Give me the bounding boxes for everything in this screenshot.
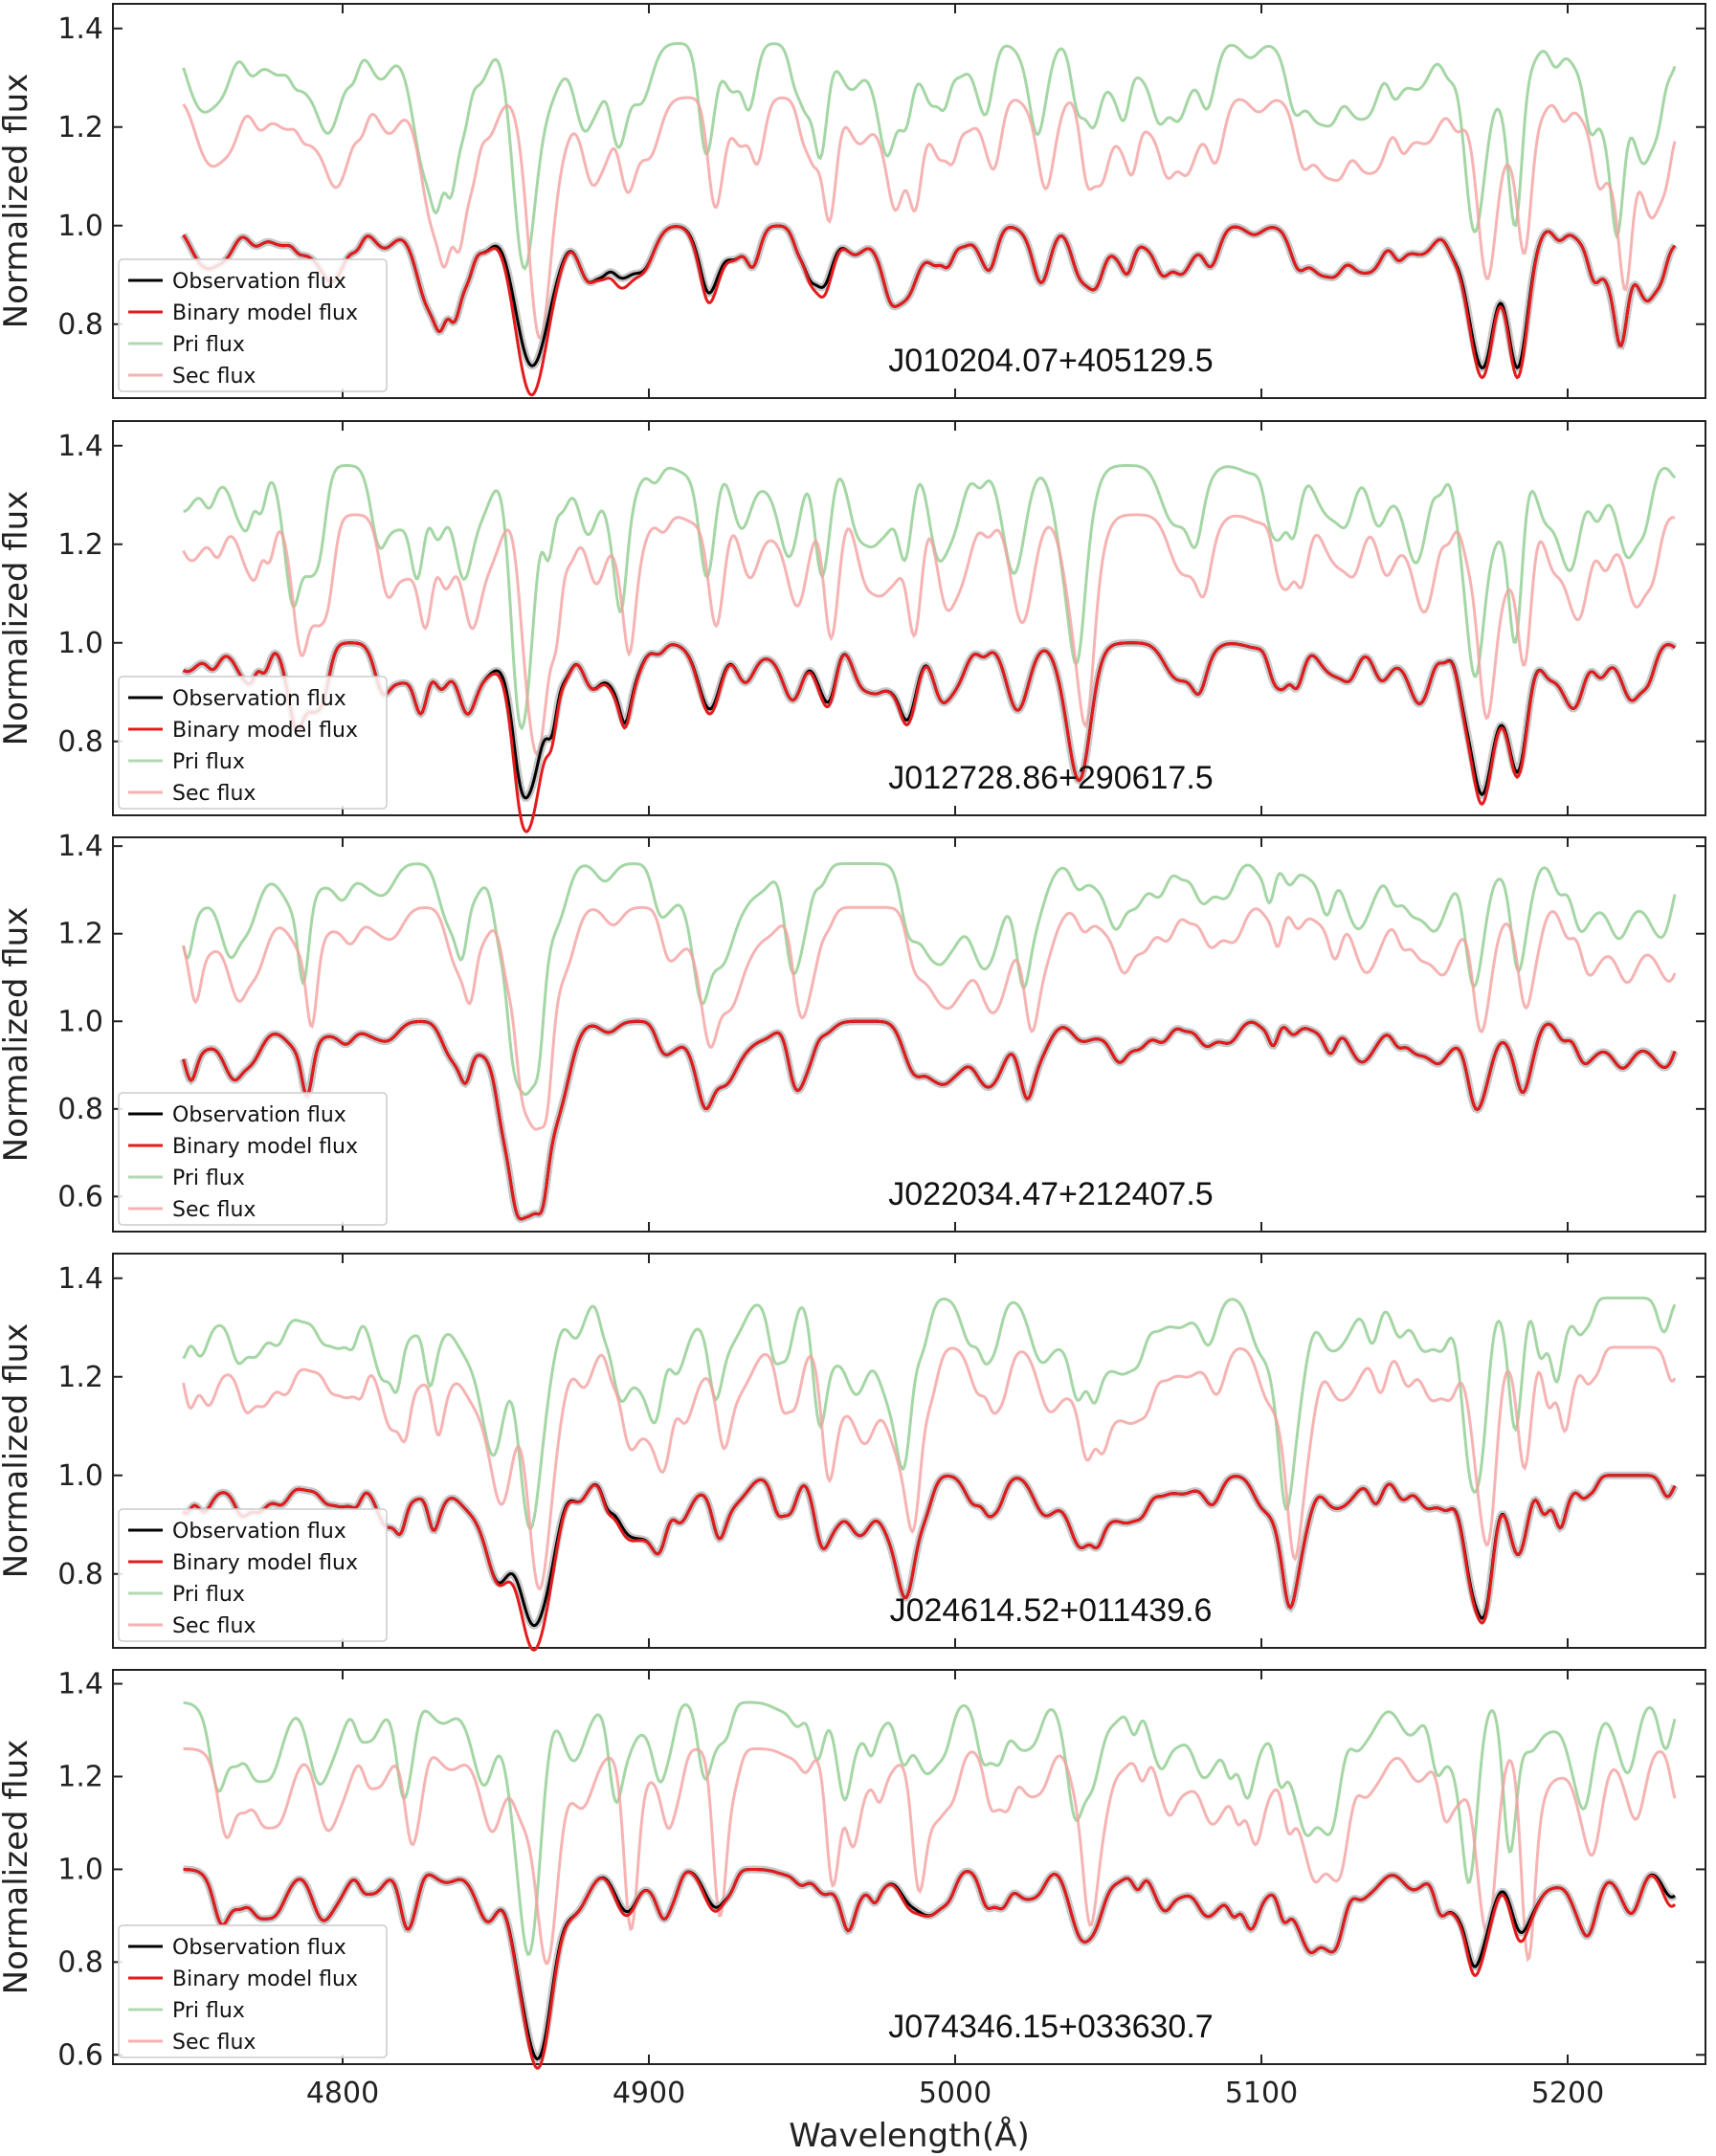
legend-label: Sec flux (172, 365, 256, 389)
plot-frame (112, 1253, 1706, 1649)
legend-label: Observation flux (172, 1936, 346, 1960)
legend: Observation flux Binary model flux Pri flu… (118, 676, 388, 810)
y-tick-label: 1.2 (57, 111, 103, 144)
series-pri-flux (182, 41, 1677, 271)
legend-label: Pri flux (172, 1583, 245, 1607)
y-tick-label: 1.4 (57, 12, 103, 46)
legend-label: Sec flux (172, 782, 256, 806)
series-sec-flux (183, 1746, 1677, 1966)
series-pri-flux (183, 1700, 1677, 1956)
panel-1: 0.8 1.0 1.2 1.4 Normalized flux Observation f… (0, 3, 1706, 399)
legend-box (118, 1092, 388, 1226)
star-designation: J024614.52+011439.6 (890, 1592, 1213, 1629)
panel-3: 0.6 0.8 1.0 1.2 1.4 Normalized flux Observatio… (0, 830, 1706, 1233)
y-axis-title: Normalized flux (0, 74, 35, 329)
legend-label: Observation flux (172, 687, 346, 711)
y-tick-label: 1.2 (57, 528, 103, 562)
plot-frame (112, 3, 1706, 399)
y-tick-label: 1.0 (57, 1459, 103, 1493)
legend-label: Observation flux (172, 1103, 346, 1127)
y-tick-label: 1.2 (57, 1760, 103, 1793)
legend-label: Sec flux (172, 1198, 256, 1222)
legend-label: Observation flux (172, 270, 346, 294)
legend: Observation flux Binary model flux Pri flu… (118, 258, 388, 392)
legend-box (118, 258, 388, 392)
y-axis-title: Normalized flux (0, 491, 35, 746)
y-tick-label: 1.0 (57, 1005, 103, 1038)
series-sec-flux (182, 96, 1677, 341)
y-tick-label: 1.4 (57, 1668, 103, 1701)
legend-label: Binary model flux (172, 1551, 358, 1575)
star-designation: J012728.86+290617.5 (888, 760, 1213, 796)
series-binary-model-flux (182, 224, 1677, 397)
series-sec-flux (182, 1345, 1677, 1590)
x-tick-label: 5200 (1531, 2077, 1604, 2110)
legend-label: Observation flux (172, 1520, 346, 1544)
y-tick-label: 1.0 (57, 1853, 103, 1886)
y-tick-label: 1.2 (57, 918, 103, 951)
panels-group: 0.8 1.0 1.2 1.4 Normalized flux Observation f… (0, 3, 1706, 2110)
legend-label: Pri flux (172, 1999, 245, 2023)
series-binary-model-flux (182, 641, 1676, 834)
y-tick-label: 1.2 (57, 1361, 103, 1394)
y-tick-label: 0.8 (57, 725, 103, 759)
series-pri-flux (182, 1296, 1677, 1530)
legend-label: Pri flux (172, 1167, 245, 1190)
legend: Observation flux Binary model flux Pri flu… (118, 1508, 388, 1642)
series-sec-flux (182, 905, 1677, 1131)
legend-box (118, 1924, 388, 2058)
y-tick-label: 0.8 (57, 1558, 103, 1591)
y-tick-label: 0.6 (57, 2038, 103, 2072)
y-tick-label: 1.4 (57, 830, 103, 863)
legend-box (118, 676, 388, 810)
legend-label: Binary model flux (172, 719, 358, 743)
series-sec-flux (182, 513, 1676, 757)
x-tick-label: 5000 (919, 2077, 992, 2110)
panel-2: 0.8 1.0 1.2 1.4 Normalized flux Observation f… (0, 420, 1706, 834)
y-axis-title: Normalized flux (0, 1740, 35, 1995)
x-tick-label: 4800 (306, 2077, 379, 2110)
y-tick-label: 1.0 (57, 627, 103, 660)
plot-frame (112, 836, 1706, 1233)
star-designation: J074346.15+033630.7 (888, 2009, 1213, 2045)
legend-label: Binary model flux (172, 1135, 358, 1159)
x-tick-label: 5100 (1225, 2077, 1298, 2110)
legend-label: Pri flux (172, 333, 245, 357)
y-tick-label: 0.8 (57, 1093, 103, 1126)
y-axis-title: Normalized flux (0, 1323, 35, 1579)
legend-label: Pri flux (172, 750, 245, 774)
series-pri-flux (182, 862, 1677, 1097)
series-binary-model-flux (182, 1474, 1677, 1652)
y-tick-label: 0.8 (57, 1945, 103, 1979)
panel-4: 0.8 1.0 1.2 1.4 Normalized flux Observation f… (0, 1253, 1706, 1652)
x-axis-title: Wavelength(Å) (789, 2116, 1029, 2155)
legend: Observation flux Binary model flux Pri flu… (118, 1092, 388, 1226)
y-tick-label: 0.8 (57, 308, 103, 342)
series-binary-model-flux (183, 1868, 1677, 2070)
plot-frame (112, 420, 1706, 816)
plot-frame (112, 1669, 1706, 2065)
legend-label: Binary model flux (172, 1967, 358, 1991)
panel-5: 4800 4900 5000 5100 5200 0.6 0.8 1.0 1.2 1.4 Norma… (0, 1668, 1706, 2110)
y-tick-label: 1.4 (57, 430, 103, 463)
legend-box (118, 1508, 388, 1642)
series-pri-flux (183, 463, 1677, 731)
y-axis-title: Normalized flux (0, 907, 35, 1163)
legend: Observation flux Binary model flux Pri flu… (118, 1924, 388, 2058)
star-designation: J022034.47+212407.5 (888, 1176, 1213, 1212)
y-tick-label: 1.0 (57, 210, 103, 243)
legend-label: Sec flux (172, 1614, 256, 1638)
legend-label: Sec flux (172, 2031, 256, 2055)
y-tick-label: 0.6 (57, 1180, 103, 1213)
star-designation: J010204.07+405129.5 (888, 343, 1213, 379)
x-tick-label: 4900 (613, 2077, 685, 2110)
legend-label: Binary model flux (172, 301, 358, 325)
series-binary-model-flux (182, 1019, 1677, 1221)
y-tick-label: 1.4 (57, 1262, 103, 1296)
